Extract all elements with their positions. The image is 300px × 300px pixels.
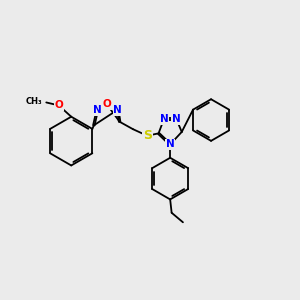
Text: N: N xyxy=(113,105,122,115)
Text: O: O xyxy=(102,99,111,109)
Text: O: O xyxy=(54,100,63,110)
Text: CH₃: CH₃ xyxy=(25,97,42,106)
Text: N: N xyxy=(172,114,181,124)
Text: S: S xyxy=(143,129,152,142)
Text: N: N xyxy=(160,114,168,124)
Text: N: N xyxy=(166,140,175,149)
Text: N: N xyxy=(93,105,102,115)
